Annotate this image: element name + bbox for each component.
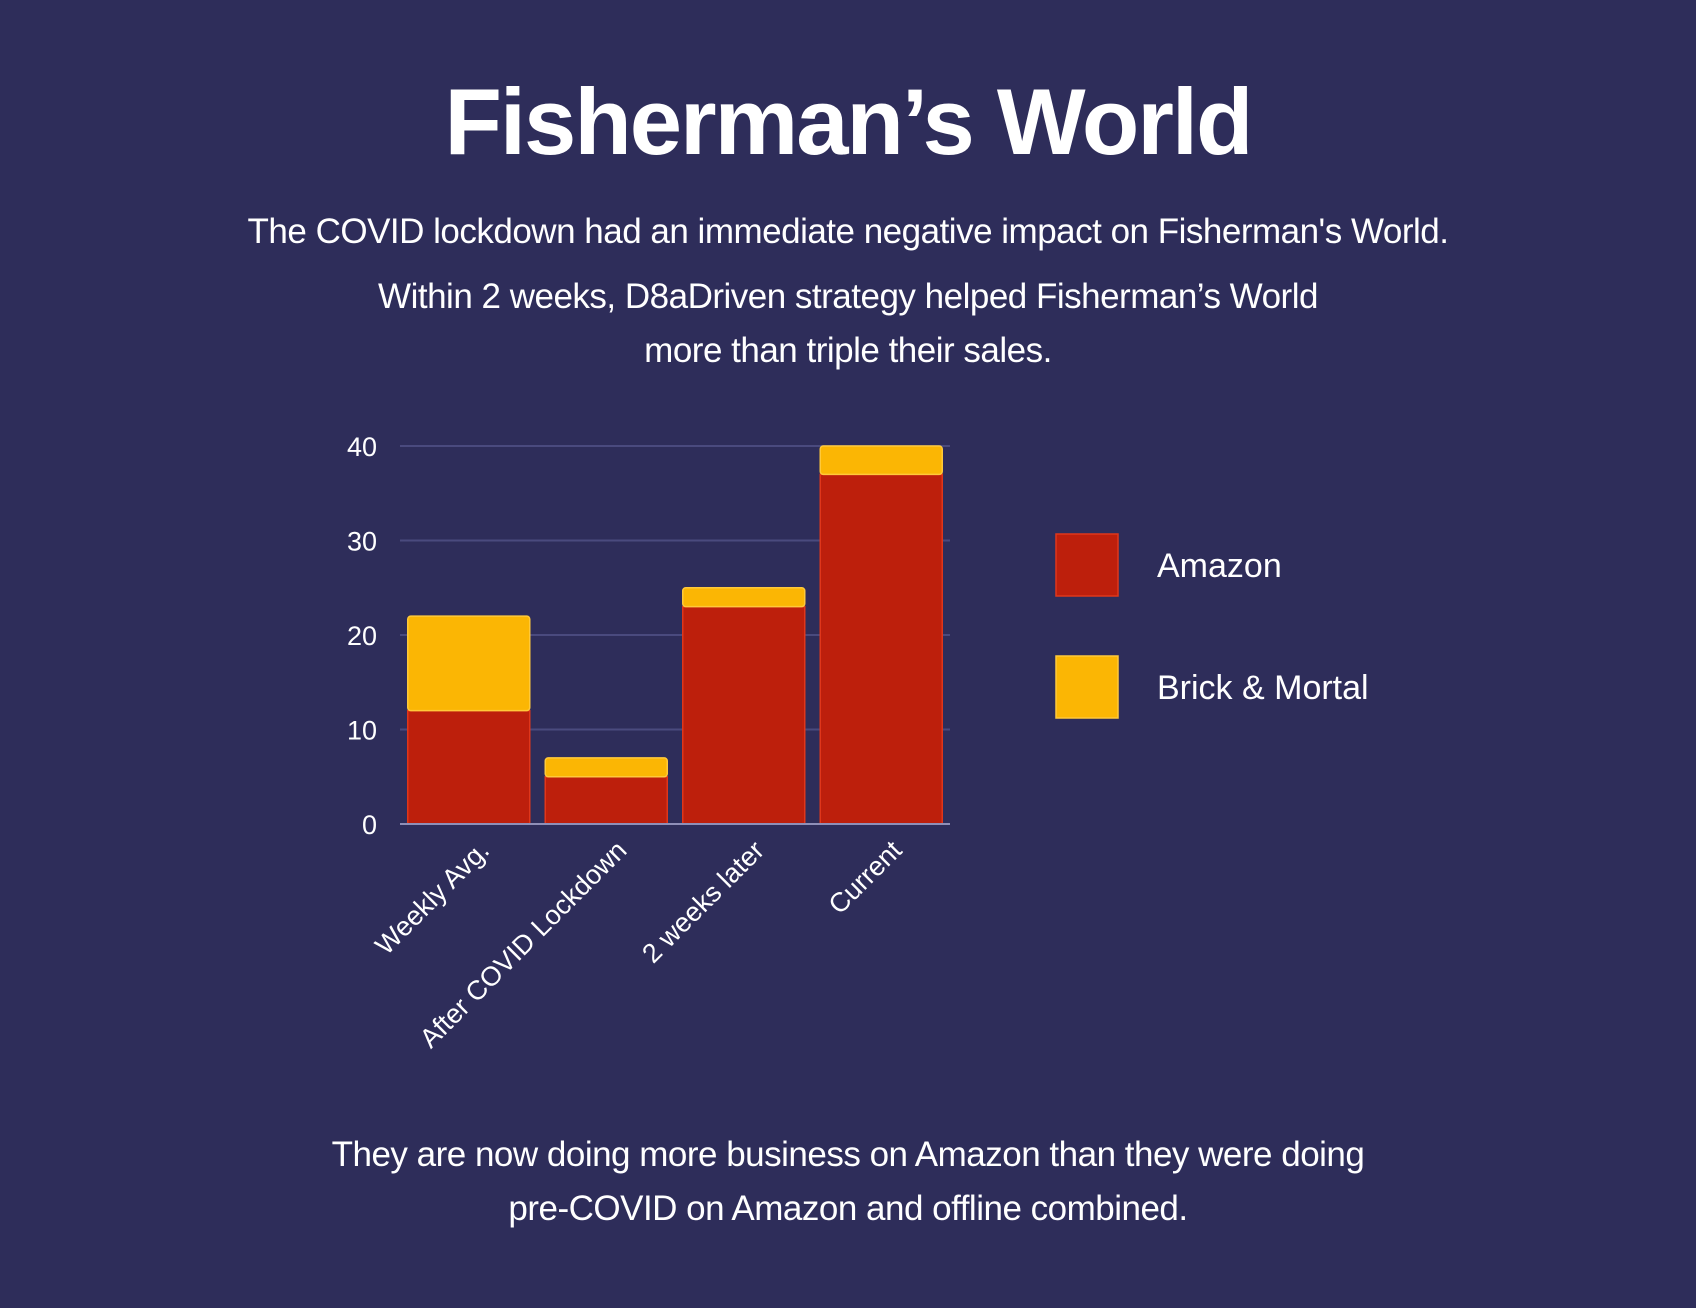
y-tick-label-1: 10 xyxy=(347,716,377,746)
result-text: Within 2 weeks, D8aDriven strategy helpe… xyxy=(0,270,1696,378)
bar-amazon-1 xyxy=(544,776,668,825)
conclusion-line-2: pre-COVID on Amazon and offline combined… xyxy=(508,1189,1188,1228)
bar-brick-and-mortal-2 xyxy=(682,587,806,608)
bar-amazon-0 xyxy=(407,709,531,825)
y-tick-label-4: 40 xyxy=(347,432,377,462)
page-title: Fisherman’s World xyxy=(444,69,1254,174)
result-line-2: more than triple their sales. xyxy=(644,331,1052,370)
chart-legend: Amazon Brick & Mortal xyxy=(1055,533,1369,719)
y-tick-label-2: 20 xyxy=(347,621,377,651)
legend-label-brick-and-mortal: Brick & Mortal xyxy=(1157,669,1369,707)
conclusion-text: They are now doing more business on Amaz… xyxy=(0,1128,1696,1236)
x-tick-label-3: Current xyxy=(823,835,908,920)
conclusion-line-1: They are now doing more business on Amaz… xyxy=(331,1135,1365,1174)
result-line-1: Within 2 weeks, D8aDriven strategy helpe… xyxy=(378,277,1318,316)
legend-swatch-brick-and-mortal xyxy=(1055,655,1119,719)
legend-swatch-amazon xyxy=(1055,533,1119,597)
bar-brick-and-mortal-0 xyxy=(407,615,531,712)
bar-brick-and-mortal-3 xyxy=(819,445,943,476)
y-tick-label-3: 30 xyxy=(347,527,377,557)
chart-bars xyxy=(407,445,943,825)
x-axis-labels: Weekly Avg.After COVID Lockdown 2 weeks l… xyxy=(369,835,907,1054)
legend-label-amazon: Amazon xyxy=(1157,547,1282,585)
y-axis-ticks: 0 10 20 30 40 xyxy=(347,432,377,840)
intro-text: The COVID lockdown had an immediate nega… xyxy=(247,212,1449,251)
y-tick-label-0: 0 xyxy=(362,810,377,840)
bar-brick-and-mortal-1 xyxy=(544,757,668,778)
bar-amazon-3 xyxy=(819,473,943,825)
x-tick-label-0: Weekly Avg. xyxy=(369,835,495,961)
bar-amazon-2 xyxy=(682,605,806,825)
x-tick-label-2: 2 weeks later xyxy=(636,835,770,969)
